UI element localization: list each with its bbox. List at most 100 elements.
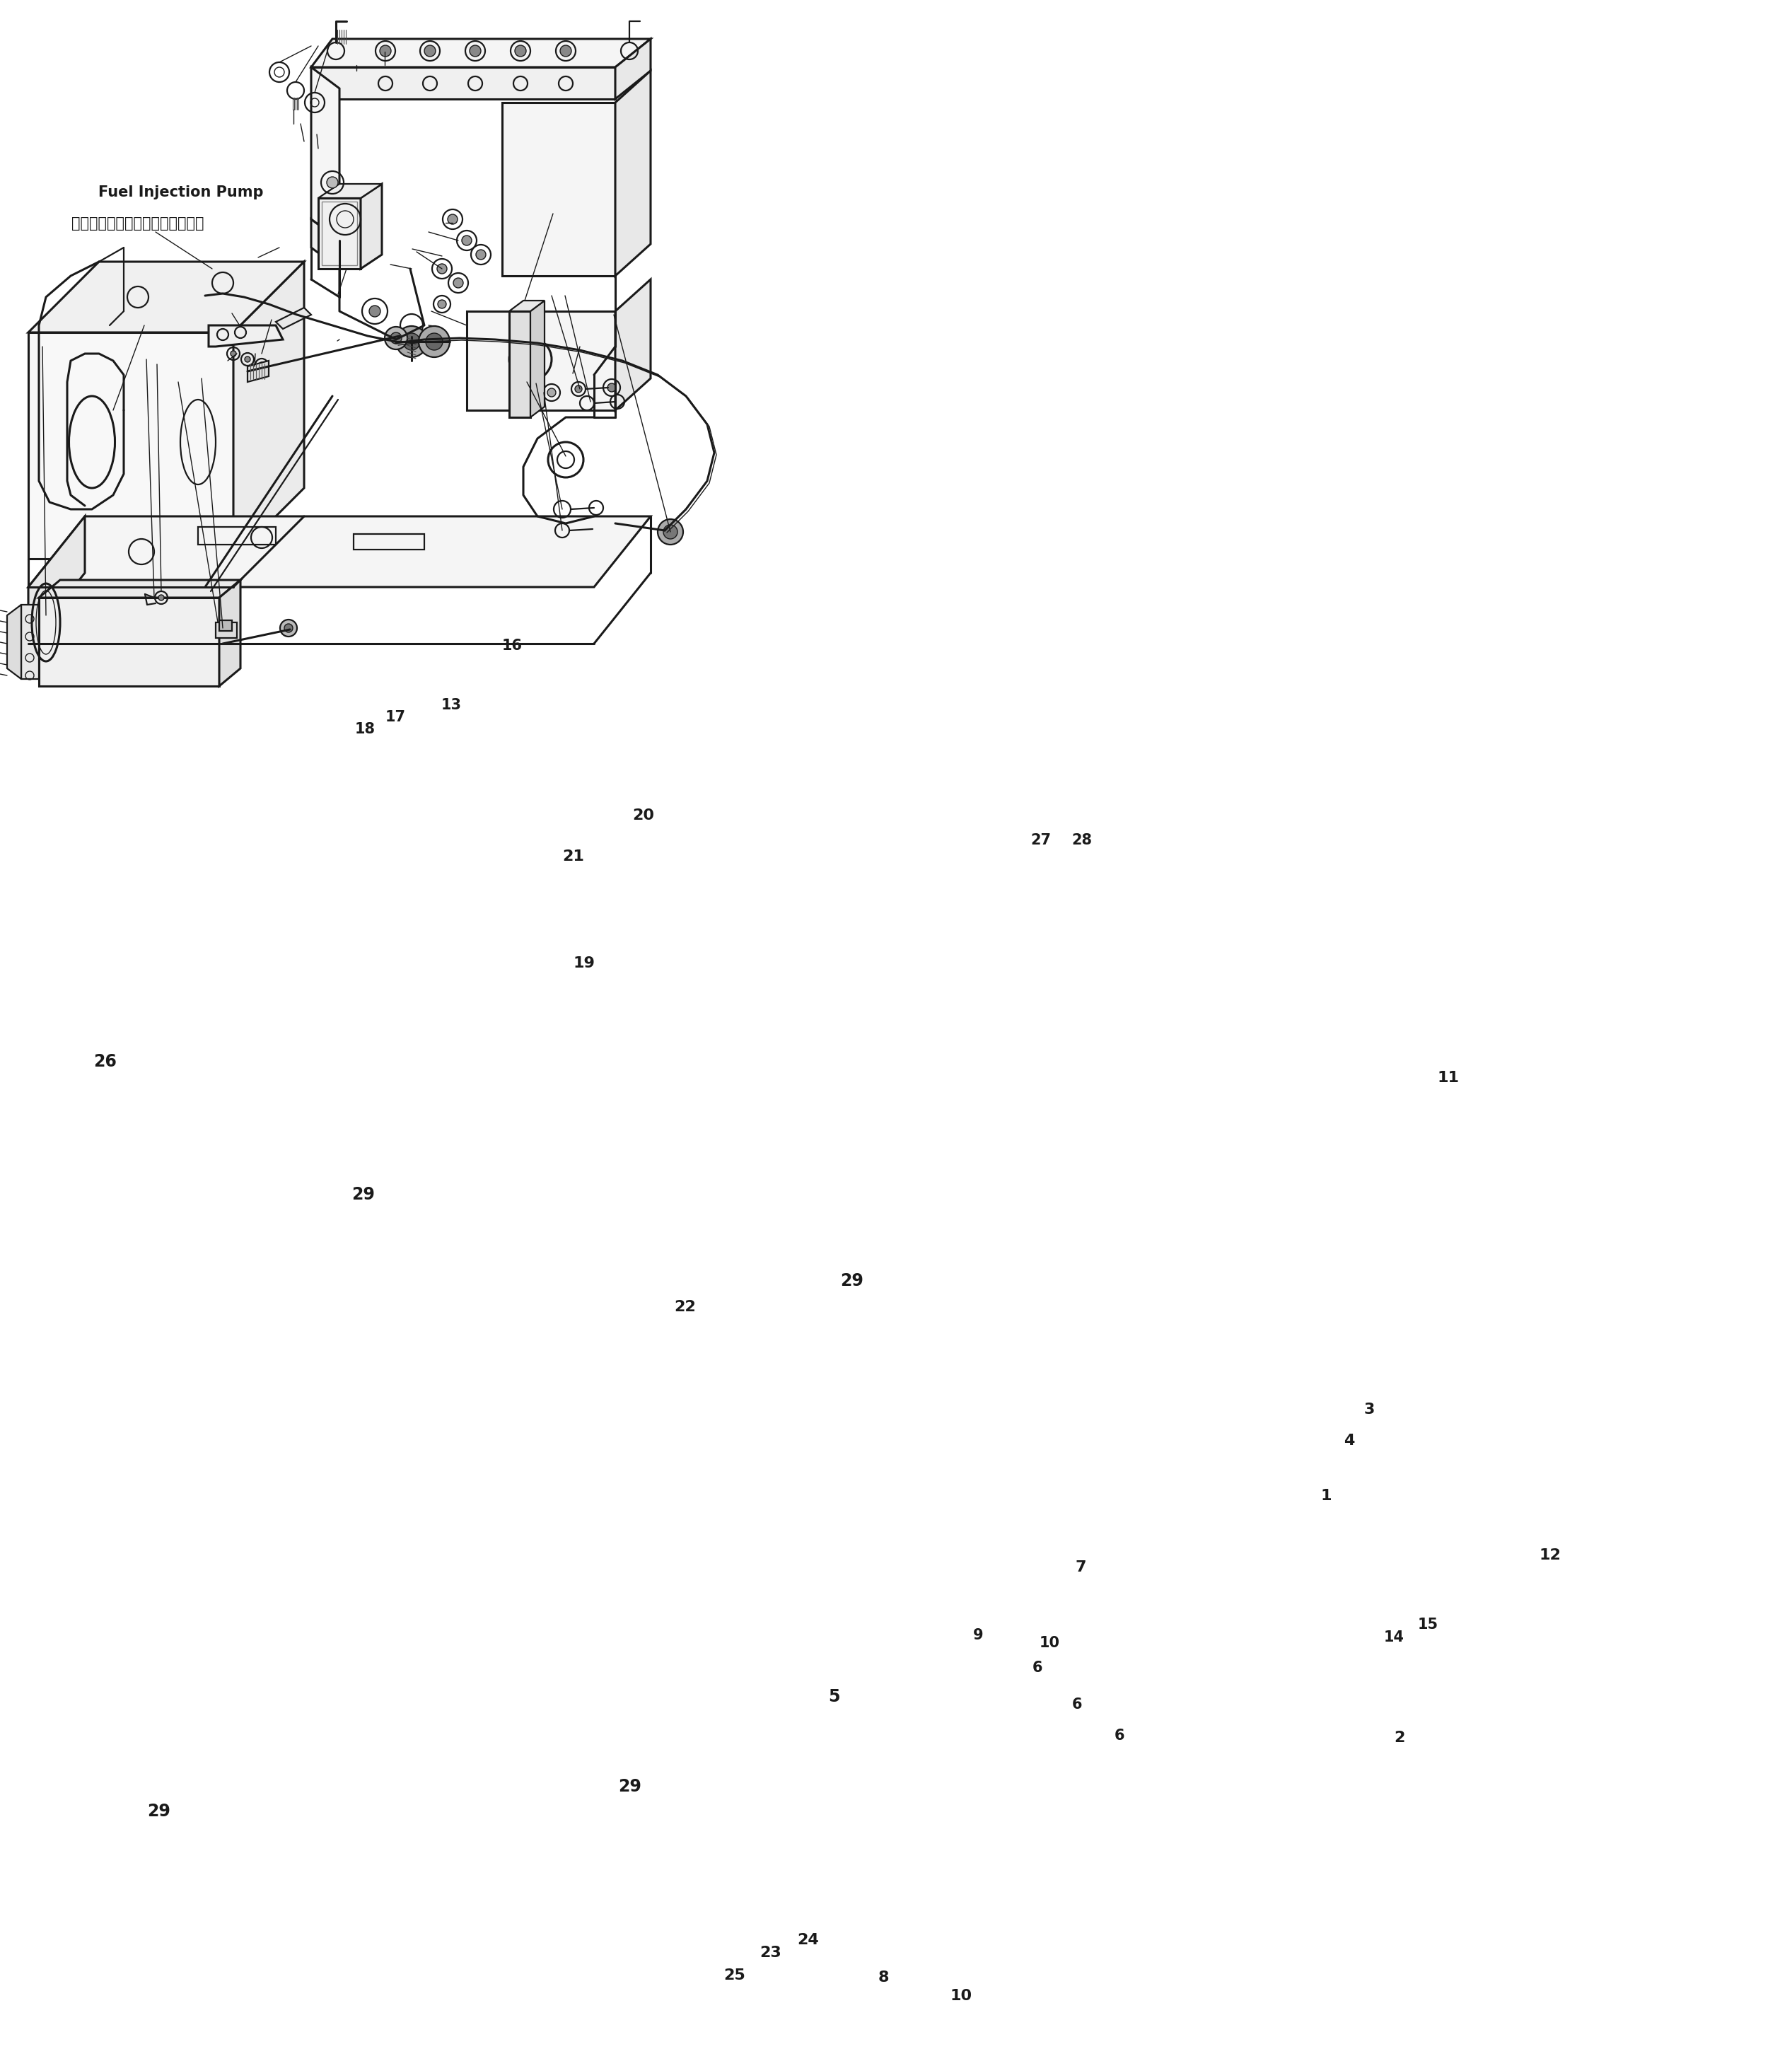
- Circle shape: [246, 357, 251, 363]
- Text: 6: 6: [1115, 1729, 1125, 1742]
- Polygon shape: [319, 199, 360, 268]
- Circle shape: [547, 389, 556, 398]
- Text: 11: 11: [1437, 1072, 1459, 1084]
- Polygon shape: [233, 262, 305, 559]
- Circle shape: [470, 45, 480, 57]
- Text: 1: 1: [1321, 1490, 1331, 1502]
- Polygon shape: [615, 279, 650, 410]
- Bar: [197, 527, 276, 545]
- Text: 7: 7: [1075, 1561, 1086, 1574]
- Text: 29: 29: [840, 1272, 864, 1289]
- Polygon shape: [276, 307, 312, 330]
- Text: 29: 29: [147, 1803, 170, 1820]
- Bar: [215, 623, 237, 637]
- Circle shape: [369, 305, 380, 318]
- Circle shape: [396, 326, 426, 357]
- Circle shape: [437, 264, 446, 275]
- Text: 6: 6: [1072, 1699, 1082, 1711]
- Polygon shape: [247, 361, 269, 381]
- Circle shape: [575, 385, 582, 393]
- Bar: [84, 537, 149, 551]
- Circle shape: [403, 334, 419, 350]
- Circle shape: [437, 299, 446, 309]
- Text: 26: 26: [93, 1053, 116, 1070]
- Circle shape: [561, 45, 572, 57]
- Circle shape: [453, 279, 462, 287]
- Text: 15: 15: [1417, 1619, 1437, 1631]
- Text: 16: 16: [502, 639, 521, 652]
- Polygon shape: [466, 311, 615, 410]
- Polygon shape: [29, 516, 84, 643]
- Circle shape: [158, 594, 165, 600]
- Polygon shape: [29, 262, 305, 332]
- Polygon shape: [312, 68, 339, 240]
- Text: 10: 10: [950, 1990, 971, 2002]
- Polygon shape: [319, 184, 382, 199]
- Polygon shape: [39, 580, 240, 598]
- Text: 24: 24: [797, 1934, 819, 1947]
- Text: 4: 4: [1344, 1434, 1355, 1447]
- Text: 25: 25: [724, 1969, 745, 1981]
- Text: 20: 20: [633, 809, 654, 822]
- Text: Fuel Injection Pump: Fuel Injection Pump: [99, 186, 263, 199]
- Text: 13: 13: [441, 699, 461, 711]
- Polygon shape: [7, 604, 22, 678]
- Circle shape: [258, 363, 265, 367]
- Circle shape: [514, 45, 527, 57]
- Circle shape: [419, 326, 450, 357]
- Circle shape: [477, 250, 486, 260]
- Polygon shape: [530, 301, 545, 418]
- Circle shape: [607, 383, 616, 391]
- Text: 17: 17: [385, 711, 405, 723]
- Circle shape: [280, 619, 297, 637]
- Text: 29: 29: [351, 1186, 375, 1203]
- Circle shape: [380, 45, 391, 57]
- Polygon shape: [29, 516, 650, 588]
- Text: 9: 9: [973, 1629, 984, 1641]
- Circle shape: [285, 623, 292, 633]
- Text: 10: 10: [1039, 1637, 1059, 1649]
- Bar: [353, 535, 425, 549]
- Polygon shape: [615, 39, 650, 98]
- Text: 28: 28: [1072, 834, 1091, 846]
- Bar: [219, 621, 231, 631]
- Circle shape: [658, 518, 683, 545]
- Circle shape: [425, 45, 435, 57]
- Circle shape: [462, 236, 471, 246]
- Circle shape: [231, 350, 237, 357]
- Text: 22: 22: [674, 1301, 695, 1313]
- Text: 5: 5: [828, 1688, 840, 1705]
- Polygon shape: [312, 39, 650, 68]
- Polygon shape: [360, 184, 382, 268]
- Text: 14: 14: [1383, 1631, 1403, 1643]
- Text: 19: 19: [573, 957, 595, 969]
- Text: 8: 8: [878, 1971, 889, 1983]
- Text: 29: 29: [618, 1779, 642, 1795]
- Polygon shape: [208, 326, 283, 346]
- Bar: [323, 201, 357, 264]
- Polygon shape: [312, 68, 615, 98]
- Circle shape: [426, 334, 443, 350]
- Text: 3: 3: [1364, 1404, 1374, 1416]
- Text: 18: 18: [355, 723, 375, 736]
- Polygon shape: [219, 580, 240, 686]
- Circle shape: [663, 525, 677, 539]
- Polygon shape: [509, 311, 530, 418]
- Text: 2: 2: [1394, 1731, 1405, 1744]
- Text: 23: 23: [760, 1947, 781, 1959]
- Text: 6: 6: [1032, 1662, 1043, 1674]
- Circle shape: [385, 326, 407, 350]
- Polygon shape: [22, 604, 39, 678]
- Polygon shape: [29, 332, 233, 559]
- Text: 27: 27: [1030, 834, 1050, 846]
- Text: 21: 21: [563, 850, 584, 863]
- Polygon shape: [39, 598, 219, 686]
- Text: 12: 12: [1539, 1549, 1561, 1561]
- Polygon shape: [502, 102, 615, 277]
- Circle shape: [326, 176, 339, 189]
- Polygon shape: [312, 219, 339, 268]
- Polygon shape: [615, 72, 650, 277]
- Circle shape: [448, 215, 457, 223]
- Circle shape: [391, 332, 401, 344]
- Polygon shape: [509, 301, 545, 311]
